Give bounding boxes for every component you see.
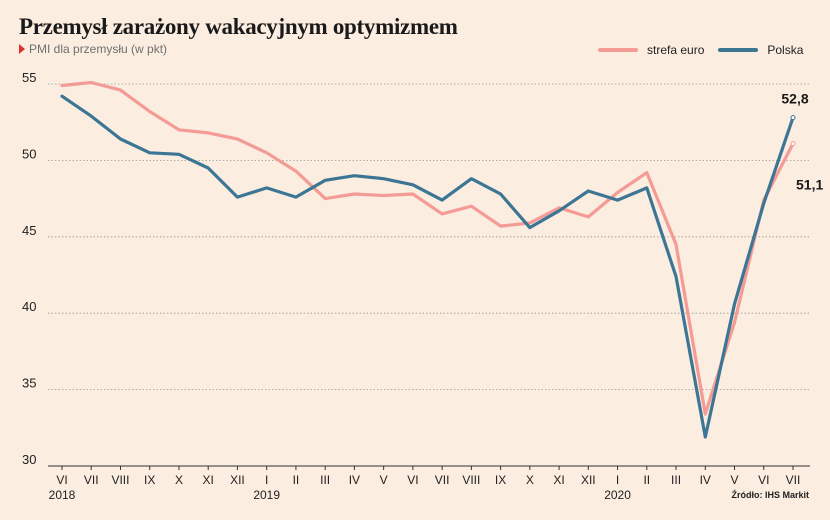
- legend-label-polska: Polska: [767, 43, 804, 57]
- x-year-label: 2020: [604, 488, 631, 502]
- source-note: Źródło: IHS Markit: [731, 490, 809, 500]
- x-tick-label: I: [265, 473, 268, 487]
- x-tick-label: XII: [230, 473, 245, 487]
- x-tick-label: II: [293, 473, 300, 487]
- x-tick-label: VI: [758, 473, 769, 487]
- x-year-label: 2019: [253, 488, 280, 502]
- x-tick-label: VIII: [462, 473, 480, 487]
- x-tick-label: XII: [581, 473, 596, 487]
- x-tick-label: VII: [84, 473, 99, 487]
- legend-swatch-strefa-euro: [598, 48, 638, 52]
- series-line-polska: [60, 94, 795, 439]
- end-value-label: 51,1: [796, 177, 823, 193]
- x-tick-label: II: [643, 473, 650, 487]
- legend-swatch-polska: [718, 48, 759, 52]
- x-tick-label: IV: [349, 473, 360, 487]
- y-tick-label: 45: [22, 223, 36, 238]
- legend-item-polska: Polska: [718, 43, 803, 57]
- x-year-label: 2018: [49, 488, 76, 502]
- x-tick-label: VII: [435, 473, 450, 487]
- subtitle-text: PMI dla przemysłu (w pkt): [29, 42, 168, 56]
- chart-legend: strefa euro Polska: [598, 43, 817, 57]
- x-tick-label: XI: [203, 473, 214, 487]
- y-tick-label: 40: [22, 299, 36, 314]
- x-tick-label: IX: [495, 473, 506, 487]
- y-tick-label: 55: [22, 70, 36, 85]
- end-point-marker: [790, 141, 796, 147]
- y-tick-label: 35: [22, 376, 36, 391]
- x-tick-label: VI: [56, 473, 67, 487]
- chart-title: Przemysł zarażony wakacyjnym optymizmem: [19, 14, 458, 39]
- x-tick-label: III: [671, 473, 681, 487]
- legend-label-strefa-euro: strefa euro: [647, 43, 705, 57]
- x-tick-label: IX: [144, 473, 155, 487]
- end-point-marker: [790, 115, 796, 121]
- y-tick-label: 50: [22, 146, 36, 161]
- y-tick-label: 30: [22, 452, 36, 467]
- x-tick-label: XI: [553, 473, 564, 487]
- series-line-strefa-euro: [60, 80, 795, 416]
- legend-item-strefa-euro: strefa euro: [598, 43, 704, 57]
- x-tick-label: V: [731, 473, 739, 487]
- x-tick-label: III: [320, 473, 330, 487]
- x-tick-label: VI: [407, 473, 418, 487]
- x-tick-label: I: [616, 473, 619, 487]
- triangle-marker-icon: [19, 44, 25, 54]
- x-tick-label: VIII: [111, 473, 129, 487]
- end-value-label: 52,8: [781, 91, 808, 107]
- x-tick-label: VII: [786, 473, 801, 487]
- x-tick-label: V: [380, 473, 388, 487]
- x-tick-label: X: [175, 473, 183, 487]
- chart-subtitle: PMI dla przemysłu (w pkt): [19, 42, 167, 56]
- x-tick-label: X: [526, 473, 534, 487]
- x-tick-label: IV: [700, 473, 711, 487]
